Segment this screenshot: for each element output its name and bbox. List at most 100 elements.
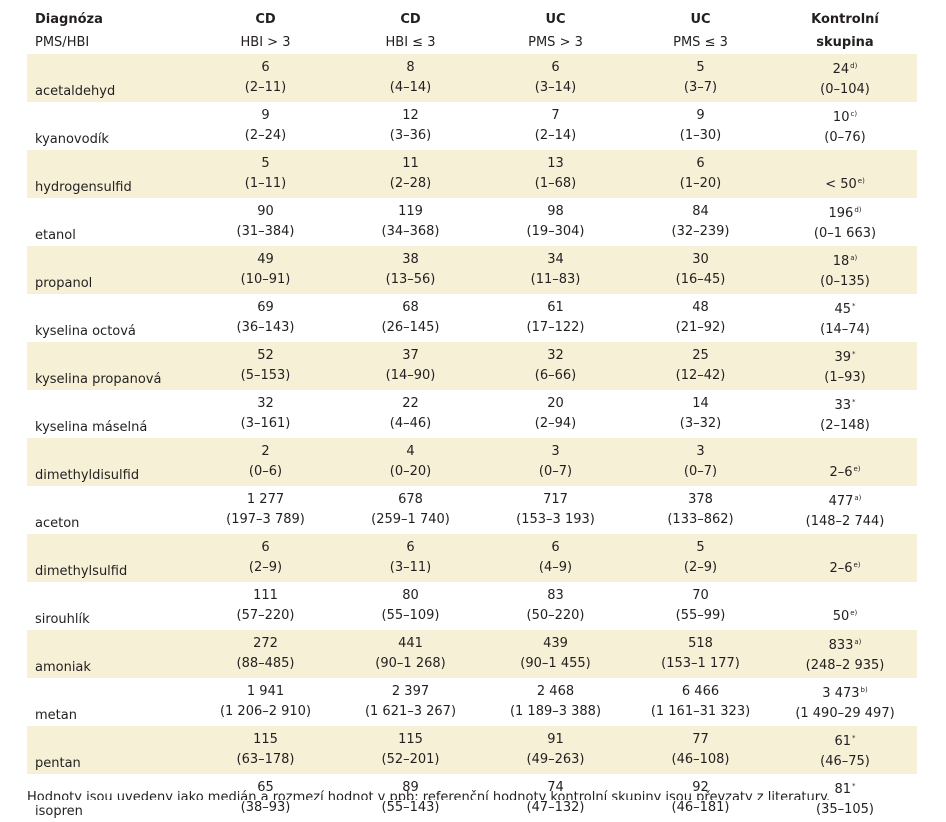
median-value: 196 [828, 206, 854, 221]
range-value: (46–181) [671, 800, 730, 815]
table-row: hydrogensulfid 5 (1–11) 11 (2–28) 13 (1–68) 6 (1… [27, 150, 917, 198]
cell-control: 2–6e) [773, 438, 917, 486]
cell-uc-pms-le3: 378 (133–862) [628, 486, 773, 534]
range-value: (55–143) [381, 800, 440, 815]
median-value: 83 [547, 588, 564, 603]
median-value: 45 [834, 302, 852, 317]
range-value: (17–122) [526, 320, 585, 335]
range-value: (2–14) [534, 128, 577, 143]
cell-uc-pms-le3: 6 466 (1 161–31 323) [628, 678, 773, 726]
cell-cd-hbi-le3: 678 (259–1 740) [338, 486, 483, 534]
median-value: 89 [402, 780, 419, 795]
median-value: 8 [406, 60, 415, 75]
cell-control: < 50e) [773, 150, 917, 198]
median-value: 14 [692, 396, 709, 411]
median-value: 272 [253, 636, 278, 651]
table-footnote: Hodnoty jsou uvedeny jako medián a rozme… [27, 790, 831, 800]
footnote-marker: * [852, 782, 856, 790]
range-value: (4–14) [389, 80, 432, 95]
compound-name: amoniak [27, 630, 193, 678]
table-row: kyselina octová 69 (36–143) 68 (26–145) 61 (17… [27, 294, 917, 342]
cell-cd-hbi-le3: 12 (3–36) [338, 102, 483, 150]
compound-name: kyselina propanová [27, 342, 193, 390]
median-value: 81 [834, 782, 852, 797]
table-row: pentan 115 (63–178) 115 (52–201) 91 (49–263) 77… [27, 726, 917, 774]
cell-cd-hbi-le3: 80 (55–109) [338, 582, 483, 630]
range-value: (1–68) [534, 176, 577, 191]
range-value: (3–14) [534, 80, 577, 95]
median-value: 6 [261, 540, 270, 555]
header-hbi-gt3: HBI > 3 [240, 35, 291, 50]
median-value: 24 [832, 62, 850, 77]
median-value: 2–6 [829, 561, 853, 576]
compound-name: sirouhlík [27, 582, 193, 630]
table-row: etanol 90 (31–384) 119 (34–368) 98 (19–304) 84 (… [27, 198, 917, 246]
median-value: 98 [547, 204, 564, 219]
range-value: (16–45) [675, 272, 726, 287]
cell-cd-hbi-le3: 6 (3–11) [338, 534, 483, 582]
range-value: (14–74) [820, 322, 870, 337]
range-value: (5–153) [240, 368, 291, 383]
median-value: 91 [547, 732, 564, 747]
footnote-marker: e) [857, 177, 865, 185]
median-value: 115 [253, 732, 278, 747]
cell-cd-hbi-le3: 11 (2–28) [338, 150, 483, 198]
range-value: (0–20) [389, 464, 432, 479]
median-value: 30 [692, 252, 709, 267]
range-value: (1 206–2 910) [219, 704, 312, 719]
header-uc-active: UC [545, 12, 566, 27]
median-value: 38 [402, 252, 419, 267]
range-value: (31–384) [236, 224, 295, 239]
median-value: 5 [261, 156, 270, 171]
range-value: (63–178) [236, 752, 295, 767]
range-value: (50–220) [526, 608, 585, 623]
cell-uc-pms-le3: 518 (153–1 177) [628, 630, 773, 678]
cell-control: 50e) [773, 582, 917, 630]
median-value: 69 [257, 300, 274, 315]
median-value: 7 [551, 108, 560, 123]
median-value: 678 [398, 492, 423, 507]
cell-uc-pms-le3: 14 (3–32) [628, 390, 773, 438]
footnote-marker: e) [853, 465, 861, 473]
cell-cd-hbi-le3: 119 (34–368) [338, 198, 483, 246]
range-value: (55–99) [675, 608, 726, 623]
cell-control: 39* (1–93) [773, 342, 917, 390]
median-value: 32 [547, 348, 564, 363]
median-value: 5 [696, 60, 705, 75]
range-value: (46–75) [820, 754, 870, 769]
cell-cd-hbi-le3: 115 (52–201) [338, 726, 483, 774]
cell-cd-hbi-gt3: 6 (2–11) [193, 54, 338, 102]
median-value: 11 [402, 156, 419, 171]
median-value: 10 [832, 110, 850, 125]
volatile-compounds-table: Diagnóza CD CD UC UC Kontrolní PMS/HBI H… [27, 8, 917, 822]
range-value: (1–30) [679, 128, 722, 143]
table-row: kyanovodík 9 (2–24) 12 (3–36) 7 (2–14) 9 (1–30) 1… [27, 102, 917, 150]
compound-name: metan [27, 678, 193, 726]
median-value: 378 [688, 492, 713, 507]
range-value: (3–36) [389, 128, 432, 143]
range-value: (6–66) [534, 368, 577, 383]
range-value: (148–2 744) [805, 514, 885, 529]
cell-cd-hbi-gt3: 6 (2–9) [193, 534, 338, 582]
cell-cd-hbi-le3: 4 (0–20) [338, 438, 483, 486]
median-value: 6 [551, 60, 560, 75]
range-value: (26–145) [381, 320, 440, 335]
cell-uc-pms-gt3: 6 (3–14) [483, 54, 628, 102]
range-value: (3–161) [240, 416, 291, 431]
cell-uc-pms-le3: 9 (1–30) [628, 102, 773, 150]
table-row: propanol 49 (10–91) 38 (13–56) 34 (11–83) 30 (16… [27, 246, 917, 294]
median-value: 49 [257, 252, 274, 267]
footnote-marker: d) [850, 62, 858, 70]
median-value: 84 [692, 204, 709, 219]
range-value: (10–91) [240, 272, 291, 287]
table-row: amoniak 272 (88–485) 441 (90–1 268) 439 (90–1 … [27, 630, 917, 678]
cell-cd-hbi-gt3: 5 (1–11) [193, 150, 338, 198]
cell-cd-hbi-le3: 38 (13–56) [338, 246, 483, 294]
footnote-marker: * [852, 398, 856, 406]
cell-cd-hbi-gt3: 69 (36–143) [193, 294, 338, 342]
cell-cd-hbi-le3: 22 (4–46) [338, 390, 483, 438]
cell-cd-hbi-gt3: 2 (0–6) [193, 438, 338, 486]
median-value: 1 277 [246, 492, 285, 507]
cell-control: 477a) (148–2 744) [773, 486, 917, 534]
table-body: acetaldehyd 6 (2–11) 8 (4–14) 6 (3–14) 5 (3–7) 24… [27, 54, 917, 822]
